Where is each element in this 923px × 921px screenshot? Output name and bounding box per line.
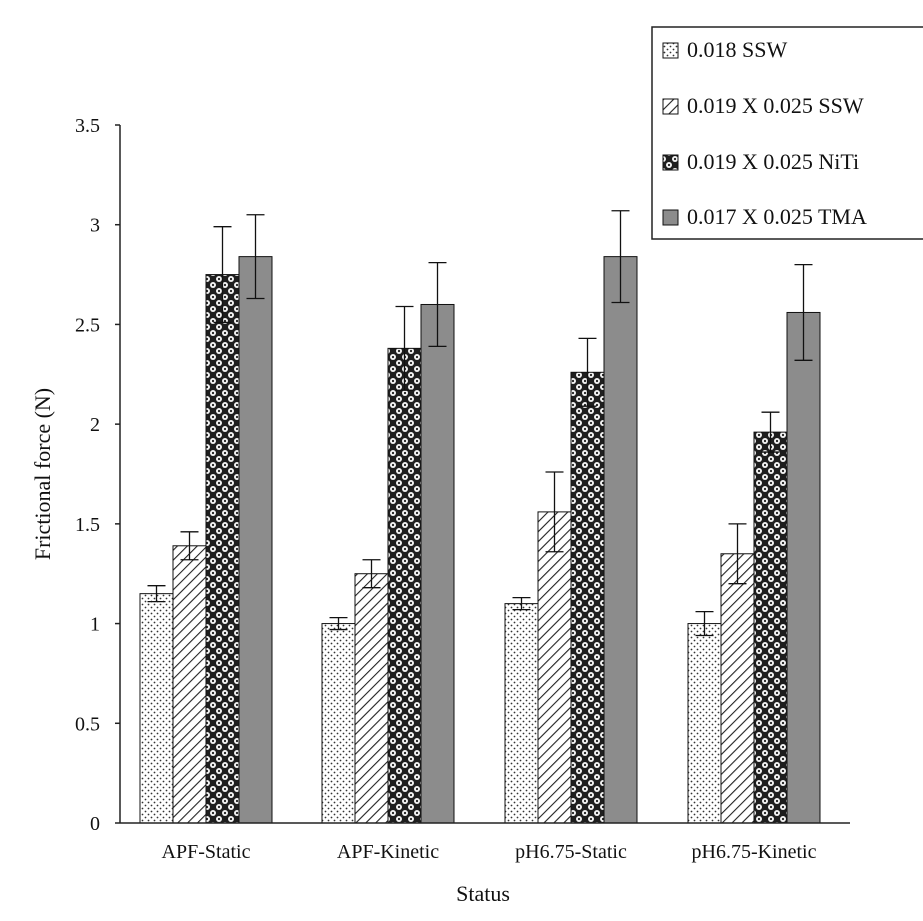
legend-label: 0.019 X 0.025 SSW bbox=[687, 93, 864, 118]
y-tick-label: 2.5 bbox=[75, 314, 100, 336]
x-axis: APF-Static APF-Kinetic pH6.75-Static pH6.75… bbox=[120, 822, 850, 863]
bar bbox=[504, 603, 539, 824]
legend-swatch bbox=[662, 154, 679, 171]
x-category-label: pH6.75-Static bbox=[515, 841, 627, 863]
y-axis: 0 0.5 1 1.5 2 2.5 3 3.5 bbox=[75, 115, 121, 835]
y-tick-label: 2 bbox=[90, 414, 100, 436]
bar bbox=[321, 623, 356, 824]
y-tick-label: 3.5 bbox=[75, 115, 100, 137]
x-category-label: pH6.75-Kinetic bbox=[692, 841, 817, 863]
y-axis-title: Frictional force (N) bbox=[30, 388, 55, 560]
bar bbox=[420, 303, 455, 824]
x-category-label: APF-Static bbox=[162, 841, 251, 863]
bar bbox=[753, 431, 788, 824]
bar bbox=[570, 371, 605, 824]
x-labels: APF-Static APF-Kinetic pH6.75-Static pH6.75… bbox=[162, 841, 817, 863]
legend-swatch bbox=[662, 98, 679, 115]
bar bbox=[139, 593, 174, 824]
bar bbox=[687, 623, 722, 824]
plot-area bbox=[139, 210, 821, 824]
bar bbox=[238, 256, 273, 824]
bar bbox=[387, 347, 422, 824]
legend-label: 0.018 SSW bbox=[687, 37, 787, 62]
legend: 0.018 SSW 0.019 X 0.025 SSW 0.019 X 0.025 … bbox=[651, 26, 923, 240]
legend-label: 0.019 X 0.025 NiTi bbox=[687, 149, 859, 174]
bar bbox=[354, 573, 389, 824]
legend-swatch bbox=[662, 42, 679, 59]
bar bbox=[603, 256, 638, 824]
x-axis-title: Status bbox=[456, 881, 510, 906]
bar bbox=[786, 311, 821, 824]
y-tick-label: 3 bbox=[90, 215, 100, 237]
y-tick-label: 1 bbox=[90, 614, 100, 636]
legend-items: 0.018 SSW 0.019 X 0.025 SSW 0.019 X 0.025 … bbox=[662, 37, 867, 229]
legend-box bbox=[651, 26, 923, 240]
y-tick-label: 1.5 bbox=[75, 514, 100, 536]
y-tick-label: 0 bbox=[90, 813, 100, 835]
bar bbox=[205, 274, 240, 824]
bar bbox=[537, 511, 572, 824]
y-tick-label: 0.5 bbox=[75, 713, 100, 735]
bar bbox=[720, 553, 755, 824]
bar bbox=[172, 545, 207, 824]
legend-swatch bbox=[662, 209, 679, 226]
y-ticks: 0 0.5 1 1.5 2 2.5 3 3.5 bbox=[75, 115, 120, 835]
x-category-label: APF-Kinetic bbox=[337, 841, 439, 863]
legend-label: 0.017 X 0.025 TMA bbox=[687, 204, 867, 229]
